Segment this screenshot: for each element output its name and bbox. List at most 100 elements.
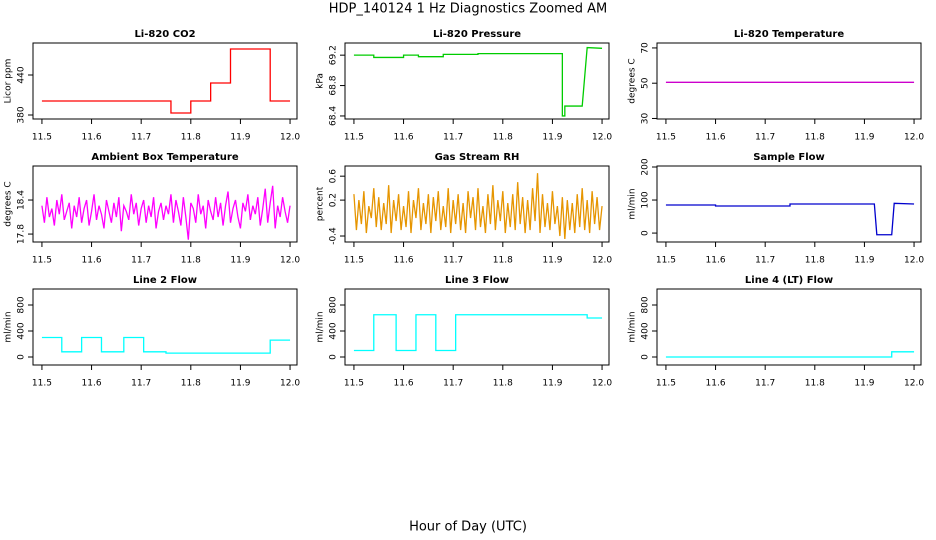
x-tick-label: 11.9	[854, 379, 874, 389]
x-tick-label: 12.0	[904, 133, 924, 143]
panel-title: Line 4 (LT) Flow	[745, 275, 833, 286]
plot-frame	[344, 42, 610, 120]
x-tick-label: 11.6	[706, 256, 726, 266]
x-tick-label: 11.9	[542, 133, 562, 143]
x-tick-label: 11.6	[82, 256, 102, 266]
y-tick-label: 17.8	[17, 224, 27, 244]
data-line	[41, 48, 291, 114]
x-tick-label: 11.8	[493, 133, 513, 143]
x-tick-label: 11.9	[542, 256, 562, 266]
y-tick-label: 100	[641, 191, 651, 208]
x-tick-label: 12.0	[904, 379, 924, 389]
panel-title: Gas Stream RH	[435, 152, 520, 163]
y-tick-label: 440	[17, 66, 27, 83]
x-tick-label: 11.9	[230, 379, 250, 389]
data-line	[665, 202, 915, 236]
x-tick-label: 11.8	[181, 379, 201, 389]
x-tick-label: 11.8	[181, 256, 201, 266]
x-tick-label: 11.6	[706, 379, 726, 389]
x-tick-label: 11.7	[443, 256, 463, 266]
x-tick-label: 11.6	[394, 133, 414, 143]
x-tick-label: 11.7	[131, 133, 151, 143]
x-tick-label: 11.9	[542, 379, 562, 389]
x-tick-label: 11.8	[493, 379, 513, 389]
x-tick-label: 11.8	[493, 256, 513, 266]
y-tick-label: 18.4	[17, 190, 27, 210]
x-tick-label: 11.9	[854, 133, 874, 143]
figure-title: HDP_140124 1 Hz Diagnostics Zoomed AM	[329, 2, 608, 17]
x-tick-label: 11.7	[443, 133, 463, 143]
y-axis-label: Licor ppm	[4, 59, 14, 104]
y-axis-label: ml/min	[628, 188, 638, 219]
y-tick-label: 30	[641, 112, 651, 124]
x-tick-label: 11.7	[755, 256, 775, 266]
x-tick-label: 11.7	[755, 379, 775, 389]
y-tick-label: 800	[641, 296, 651, 313]
plot-frame	[32, 165, 298, 243]
plot-frame	[656, 165, 922, 243]
y-tick-label: 800	[329, 296, 339, 313]
x-tick-label: 11.5	[32, 256, 52, 266]
y-axis-label: ml/min	[316, 311, 326, 342]
y-tick-label: -0.4	[329, 227, 339, 245]
x-tick-label: 11.5	[656, 256, 676, 266]
x-tick-label: 11.9	[230, 133, 250, 143]
x-tick-label: 11.6	[394, 379, 414, 389]
y-tick-label: 70	[641, 42, 651, 54]
x-tick-label: 11.7	[755, 133, 775, 143]
x-tick-label: 11.7	[131, 256, 151, 266]
plot-frame	[656, 42, 922, 120]
x-tick-label: 11.5	[344, 379, 364, 389]
x-tick-label: 12.0	[592, 133, 612, 143]
panel-title: Line 2 Flow	[133, 275, 197, 286]
x-tick-label: 12.0	[280, 256, 300, 266]
x-tick-label: 12.0	[280, 379, 300, 389]
y-tick-label: 200	[641, 158, 651, 175]
data-line	[41, 185, 291, 240]
y-axis-label: percent	[316, 186, 326, 221]
y-tick-label: 400	[329, 322, 339, 339]
x-tick-label: 12.0	[592, 256, 612, 266]
x-axis-label: Hour of Day (UTC)	[409, 520, 527, 535]
y-tick-label: 0	[329, 354, 339, 360]
y-tick-label: 380	[17, 106, 27, 123]
y-tick-label: 0	[17, 354, 27, 360]
y-tick-label: 0.2	[329, 193, 339, 207]
y-axis-label: ml/min	[4, 311, 14, 342]
y-tick-label: 400	[17, 322, 27, 339]
x-tick-label: 11.5	[32, 379, 52, 389]
x-tick-label: 11.7	[131, 379, 151, 389]
y-axis-label: degrees C	[628, 58, 638, 103]
panel-title: Sample Flow	[753, 152, 825, 163]
panel-title: Line 3 Flow	[445, 275, 509, 286]
x-tick-label: 11.5	[344, 256, 364, 266]
panel-title: Li-820 Pressure	[433, 29, 521, 40]
x-tick-label: 11.8	[805, 379, 825, 389]
x-tick-label: 12.0	[280, 133, 300, 143]
panel-title: Ambient Box Temperature	[91, 152, 238, 163]
x-tick-label: 11.6	[82, 133, 102, 143]
y-axis-label: kPa	[316, 73, 326, 89]
plot-frame	[32, 42, 298, 120]
y-tick-label: 800	[17, 296, 27, 313]
y-tick-label: 400	[641, 322, 651, 339]
plot-frame	[344, 288, 610, 366]
y-tick-label: 68.4	[329, 106, 339, 126]
data-line	[41, 336, 291, 354]
x-tick-label: 11.6	[394, 256, 414, 266]
plot-frame	[656, 288, 922, 366]
x-tick-label: 11.8	[805, 256, 825, 266]
y-tick-label: 0.6	[329, 169, 339, 184]
x-tick-label: 11.6	[82, 379, 102, 389]
x-tick-label: 11.5	[656, 379, 676, 389]
x-tick-label: 12.0	[904, 256, 924, 266]
x-tick-label: 11.9	[854, 256, 874, 266]
panel-title: Li-820 CO2	[134, 29, 195, 40]
plot-frame	[32, 288, 298, 366]
data-line	[665, 351, 915, 358]
y-tick-label: 0	[641, 354, 651, 360]
y-axis-label: degrees C	[4, 181, 14, 226]
